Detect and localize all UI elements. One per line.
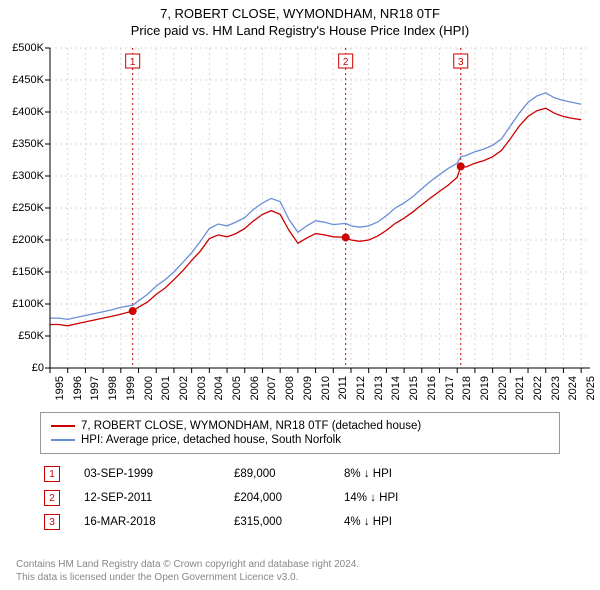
x-tick-label: 1997 (89, 376, 101, 400)
legend-swatch (51, 425, 75, 427)
transaction-date: 03-SEP-1999 (84, 468, 234, 480)
legend-item: HPI: Average price, detached house, Sout… (51, 433, 549, 447)
transaction-delta: 14% ↓ HPI (344, 492, 464, 504)
transaction-row: 1 03-SEP-1999£89,0008% ↓ HPI (40, 462, 560, 486)
transaction-delta: 4% ↓ HPI (344, 516, 464, 528)
x-tick-label: 2000 (143, 376, 155, 400)
y-tick-label: £350K (12, 138, 44, 150)
x-tick-label: 2023 (550, 376, 562, 400)
transaction-marker: 3 (44, 514, 60, 530)
legend: 7, ROBERT CLOSE, WYMONDHAM, NR18 0TF (de… (40, 412, 560, 454)
x-tick-label: 1996 (72, 376, 84, 400)
x-tick-label: 2002 (178, 376, 190, 400)
x-tick-label: 2012 (355, 376, 367, 400)
y-tick-label: £400K (12, 106, 44, 118)
transaction-row: 3 16-MAR-2018£315,0004% ↓ HPI (40, 510, 560, 534)
x-tick-label: 2001 (160, 376, 172, 400)
x-tick-label: 1998 (107, 376, 119, 400)
y-tick-label: £200K (12, 234, 44, 246)
attribution-line1: Contains HM Land Registry data © Crown c… (16, 558, 359, 571)
x-tick-label: 2013 (373, 376, 385, 400)
x-tick-label: 1995 (54, 376, 66, 400)
y-tick-label: £0 (32, 362, 44, 374)
transaction-price: £315,000 (234, 516, 344, 528)
x-axis-labels: 1995 1996 1997 1998 1999 2000 2001 2002 2003 2004… (50, 370, 590, 410)
transaction-date: 16-MAR-2018 (84, 516, 234, 528)
x-tick-label: 2006 (249, 376, 261, 400)
transactions-table: 1 03-SEP-1999£89,0008% ↓ HPI 2 12-SEP-2011£… (40, 462, 560, 534)
x-tick-label: 1999 (125, 376, 137, 400)
x-tick-label: 2004 (213, 376, 225, 400)
svg-text:1: 1 (130, 57, 136, 68)
transaction-date: 12-SEP-2011 (84, 492, 234, 504)
chart-title-subtitle: Price paid vs. HM Land Registry's House … (0, 21, 600, 42)
x-tick-label: 2009 (302, 376, 314, 400)
x-tick-label: 2010 (320, 376, 332, 400)
x-tick-label: 2025 (585, 376, 597, 400)
svg-text:3: 3 (458, 57, 464, 68)
y-tick-label: £500K (12, 42, 44, 54)
y-tick-label: £450K (12, 74, 44, 86)
chart-plot-area: 1 2 3 (50, 48, 590, 368)
transaction-marker: 1 (44, 466, 60, 482)
transaction-marker: 2 (44, 490, 60, 506)
x-tick-label: 2015 (408, 376, 420, 400)
svg-text:2: 2 (343, 57, 349, 68)
chart-container: 7, ROBERT CLOSE, WYMONDHAM, NR18 0TF Pri… (0, 0, 600, 590)
y-tick-label: £300K (12, 170, 44, 182)
x-tick-label: 2007 (266, 376, 278, 400)
x-tick-label: 2018 (461, 376, 473, 400)
x-tick-label: 2011 (337, 376, 349, 400)
x-tick-label: 2024 (567, 376, 579, 400)
x-tick-label: 2020 (497, 376, 509, 400)
y-tick-label: £100K (12, 298, 44, 310)
transaction-delta: 8% ↓ HPI (344, 468, 464, 480)
y-tick-label: £150K (12, 266, 44, 278)
x-tick-label: 2008 (284, 376, 296, 400)
chart-svg: 1 2 3 (50, 48, 590, 368)
legend-label: 7, ROBERT CLOSE, WYMONDHAM, NR18 0TF (de… (81, 420, 421, 432)
y-tick-label: £50K (18, 330, 44, 342)
x-tick-label: 2005 (231, 376, 243, 400)
chart-title-address: 7, ROBERT CLOSE, WYMONDHAM, NR18 0TF (0, 0, 600, 21)
legend-item: 7, ROBERT CLOSE, WYMONDHAM, NR18 0TF (de… (51, 419, 549, 433)
x-tick-label: 2003 (196, 376, 208, 400)
x-tick-label: 2022 (532, 376, 544, 400)
transaction-row: 2 12-SEP-2011£204,00014% ↓ HPI (40, 486, 560, 510)
x-tick-label: 2021 (514, 376, 526, 400)
x-tick-label: 2016 (426, 376, 438, 400)
legend-swatch (51, 439, 75, 441)
x-tick-label: 2017 (444, 376, 456, 400)
attribution-text: Contains HM Land Registry data © Crown c… (16, 558, 359, 584)
y-axis-labels: £0£50K£100K£150K£200K£250K£300K£350K£400… (0, 48, 48, 368)
transaction-price: £89,000 (234, 468, 344, 480)
transaction-price: £204,000 (234, 492, 344, 504)
x-tick-label: 2014 (390, 376, 402, 400)
x-tick-label: 2019 (479, 376, 491, 400)
legend-label: HPI: Average price, detached house, Sout… (81, 434, 341, 446)
y-tick-label: £250K (12, 202, 44, 214)
attribution-line2: This data is licensed under the Open Gov… (16, 571, 359, 584)
